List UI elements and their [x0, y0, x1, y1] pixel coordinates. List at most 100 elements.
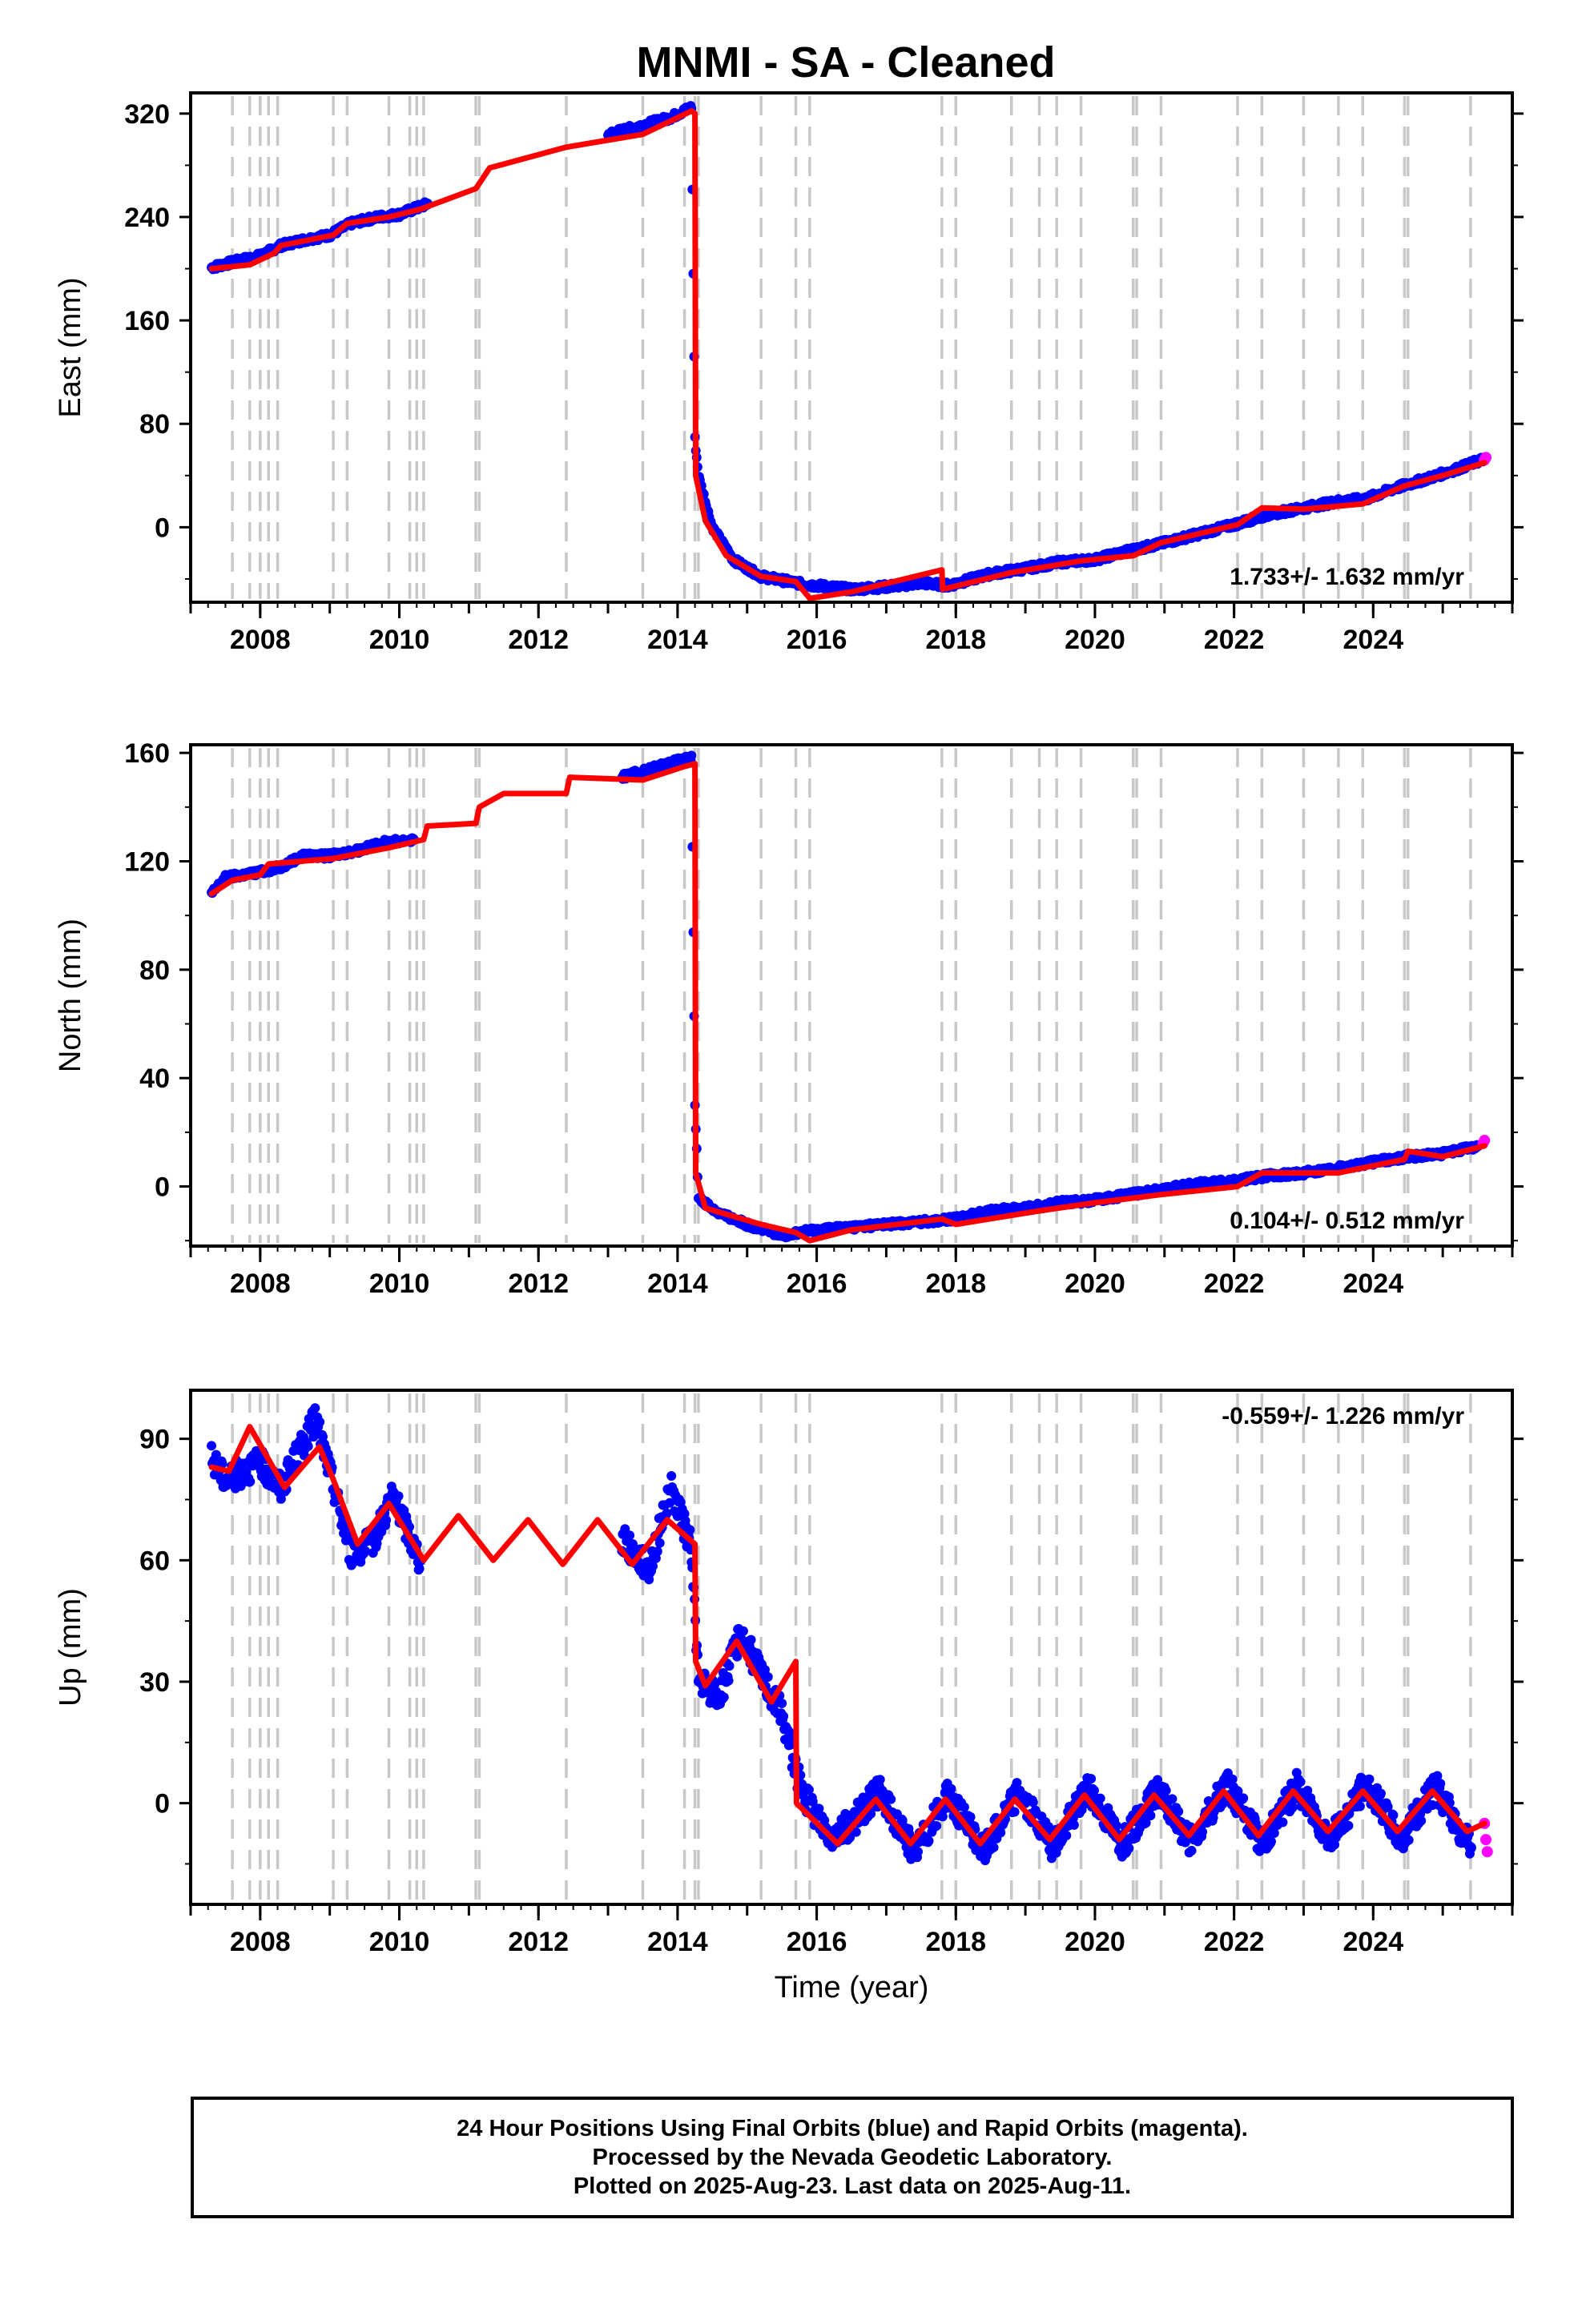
footer-line-plotted: Plotted on 2025-Aug-23. Last data on 202…: [573, 2173, 1132, 2199]
x-tick-label: 2014: [647, 1269, 708, 1299]
final-point: [1061, 1830, 1072, 1840]
footer-line-orbits: 24 Hour Positions Using Final Orbits (bl…: [457, 2116, 1248, 2141]
final-point: [648, 1561, 658, 1571]
final-point: [1111, 1820, 1121, 1831]
final-point: [1069, 1819, 1079, 1830]
y-tick-label: 320: [124, 99, 170, 130]
final-point: [1180, 1837, 1190, 1848]
x-tick-label: 2018: [925, 1269, 986, 1299]
final-point: [414, 1563, 425, 1574]
x-tick-label: 2020: [1065, 1927, 1125, 1957]
final-point: [1198, 1827, 1208, 1837]
rapid-point: [1479, 1135, 1491, 1147]
final-point: [1355, 1801, 1365, 1811]
final-point: [746, 1634, 756, 1645]
east-rate-label: 1.733+/- 1.632 mm/yr: [1230, 564, 1464, 590]
final-point: [1416, 1815, 1427, 1826]
final-point: [1028, 1797, 1038, 1807]
final-point: [381, 1515, 392, 1526]
final-point: [652, 1546, 662, 1557]
final-point: [1364, 1774, 1375, 1784]
final-point: [719, 1692, 729, 1703]
model-line: [208, 1424, 1487, 1847]
final-point: [1186, 1845, 1197, 1856]
y-tick-label: 0: [155, 1789, 170, 1819]
final-point: [685, 1525, 695, 1535]
x-tick-label: 2024: [1342, 1269, 1403, 1299]
final-point: [1227, 1774, 1238, 1784]
final-point: [1089, 1785, 1099, 1795]
x-tick-label: 2022: [1204, 1269, 1265, 1299]
x-tick-label: 2008: [230, 625, 291, 655]
up-panel: 0 30 60 90 2008 2010 2012 2014 2016 2018 2020 2022 2…: [54, 1389, 1524, 2004]
x-tick-label: 2012: [508, 1927, 569, 1957]
final-point: [1161, 1785, 1171, 1795]
final-point: [1124, 1843, 1134, 1853]
final-point: [763, 1671, 773, 1682]
final-point: [779, 1711, 789, 1722]
final-point: [1432, 1771, 1443, 1781]
final-point: [1009, 1807, 1020, 1817]
north-panel: 0 40 80 120 160 2008 2010 2012 2014 2016 2018 2020 2…: [54, 738, 1524, 1299]
final-point: [710, 1679, 720, 1690]
up-rate-label: -0.559+/- 1.226 mm/yr: [1222, 1403, 1464, 1429]
final-point: [924, 1835, 934, 1846]
final-point: [666, 1470, 677, 1481]
y-tick-label: 40: [139, 1063, 170, 1094]
x-tick-label: 2018: [925, 1927, 986, 1957]
up-y-axis-title: Up (mm): [54, 1588, 87, 1707]
final-point: [1012, 1778, 1022, 1788]
final-point: [851, 1827, 861, 1837]
final-point: [946, 1783, 956, 1794]
final-point: [686, 750, 697, 761]
x-tick-label: 2010: [369, 1927, 430, 1957]
final-point: [1086, 1774, 1097, 1784]
final-point: [1302, 1785, 1313, 1795]
north-plot-area: [207, 748, 1491, 1244]
final-point: [245, 1477, 256, 1487]
x-tick-label: 2008: [230, 1269, 291, 1299]
final-point: [1167, 1794, 1177, 1804]
final-point: [360, 1546, 371, 1556]
final-point: [654, 1538, 665, 1548]
y-tick-label: 60: [139, 1546, 170, 1576]
final-point: [1141, 1818, 1151, 1828]
final-point: [1403, 1835, 1414, 1845]
y-tick-label: 80: [139, 955, 170, 986]
final-point: [959, 1802, 969, 1812]
final-point: [310, 1403, 320, 1413]
final-point: [1383, 1802, 1393, 1812]
x-tick-label: 2016: [787, 1927, 847, 1957]
final-point: [1287, 1802, 1298, 1812]
final-point: [393, 1491, 404, 1502]
final-point: [965, 1811, 976, 1822]
x-tick-label: 2020: [1065, 1269, 1125, 1299]
final-point: [1343, 1820, 1354, 1831]
x-tick-label: 2014: [647, 1927, 708, 1957]
final-point: [1238, 1793, 1249, 1803]
east-y-axis-title: East (mm): [54, 277, 87, 417]
final-point: [217, 1458, 227, 1469]
footer-line-processed: Processed by the Nevada Geodetic Laborat…: [592, 2145, 1113, 2170]
east-plot-area: [207, 96, 1491, 601]
x-tick-label: 2010: [369, 1269, 430, 1299]
y-tick-label: 90: [139, 1425, 170, 1455]
final-point: [724, 1661, 735, 1671]
y-tick-label: 160: [124, 306, 170, 336]
final-point: [732, 1651, 743, 1662]
x-tick-label: 2024: [1342, 1927, 1403, 1957]
x-tick-label: 2024: [1342, 625, 1403, 655]
x-tick-label: 2016: [787, 1269, 847, 1299]
x-tick-label: 2016: [787, 625, 847, 655]
final-point: [1375, 1788, 1386, 1799]
final-point: [1173, 1807, 1184, 1817]
final-point: [1266, 1836, 1276, 1847]
x-axis-title: Time (year): [775, 1971, 929, 2004]
final-point: [803, 1784, 814, 1795]
final-point: [988, 1842, 999, 1852]
final-point: [932, 1821, 942, 1831]
y-tick-label: 80: [139, 409, 170, 440]
final-point: [207, 1441, 217, 1451]
final-point: [912, 1847, 923, 1857]
model-line: [208, 108, 1487, 601]
